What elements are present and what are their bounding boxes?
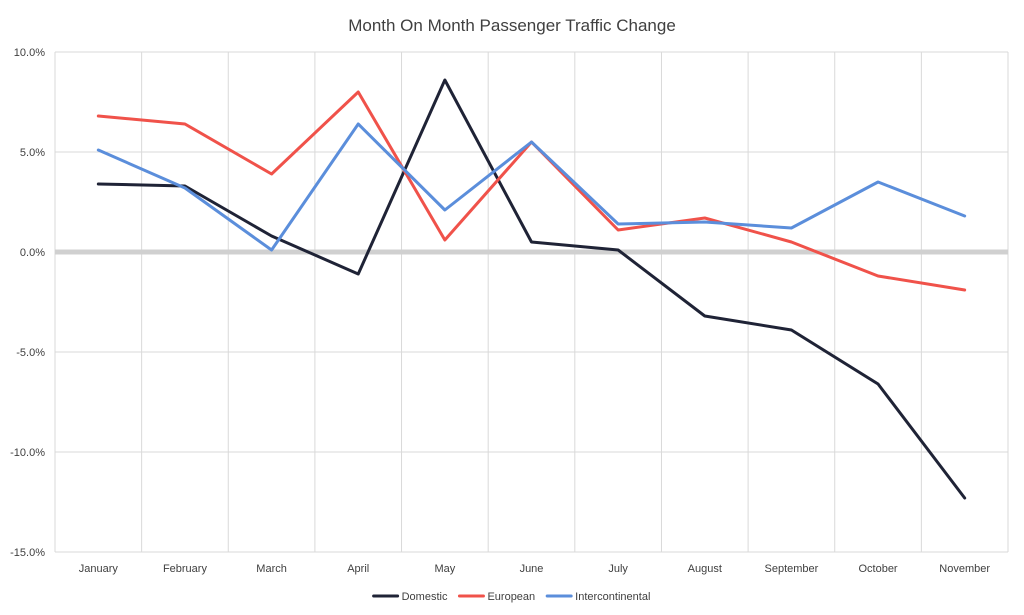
x-tick-label-april: April bbox=[347, 563, 369, 575]
x-tick-label-july: July bbox=[608, 563, 628, 575]
legend: Domestic European Intercontinental bbox=[372, 591, 650, 603]
y-tick-label: -15.0% bbox=[10, 547, 45, 559]
series-line-intercontinental bbox=[96, 122, 967, 252]
y-tick-label: 10.0% bbox=[14, 47, 45, 59]
y-axis: 10.0% 5.0% 0.0% -5.0% -10.0% -15.0% bbox=[10, 47, 45, 559]
x-tick-label-march: March bbox=[256, 563, 287, 575]
legend-label-domestic: Domestic bbox=[402, 591, 448, 603]
x-tick-label-august: August bbox=[688, 563, 722, 575]
x-tick-label-february: February bbox=[163, 563, 208, 575]
y-tick-label: 5.0% bbox=[20, 147, 45, 159]
x-tick-label-may: May bbox=[434, 563, 455, 575]
series-line-domestic bbox=[96, 78, 967, 500]
x-tick-label-june: June bbox=[520, 563, 544, 575]
y-tick-label: -10.0% bbox=[10, 447, 45, 459]
x-tick-label-november: November bbox=[939, 563, 990, 575]
x-axis: January February March April May June July Augu… bbox=[79, 563, 991, 575]
legend-label-intercontinental: Intercontinental bbox=[575, 591, 650, 603]
legend-label-european: European bbox=[487, 591, 535, 603]
y-tick-label: 0.0% bbox=[20, 247, 45, 259]
chart-title: Month On Month Passenger Traffic Change bbox=[348, 16, 676, 35]
x-tick-label-october: October bbox=[858, 563, 897, 575]
x-tick-label-january: January bbox=[79, 563, 119, 575]
y-tick-label: -5.0% bbox=[16, 347, 45, 359]
grid-layer bbox=[54, 51, 1009, 553]
series-layer bbox=[96, 78, 967, 500]
x-tick-label-september: September bbox=[765, 563, 819, 575]
